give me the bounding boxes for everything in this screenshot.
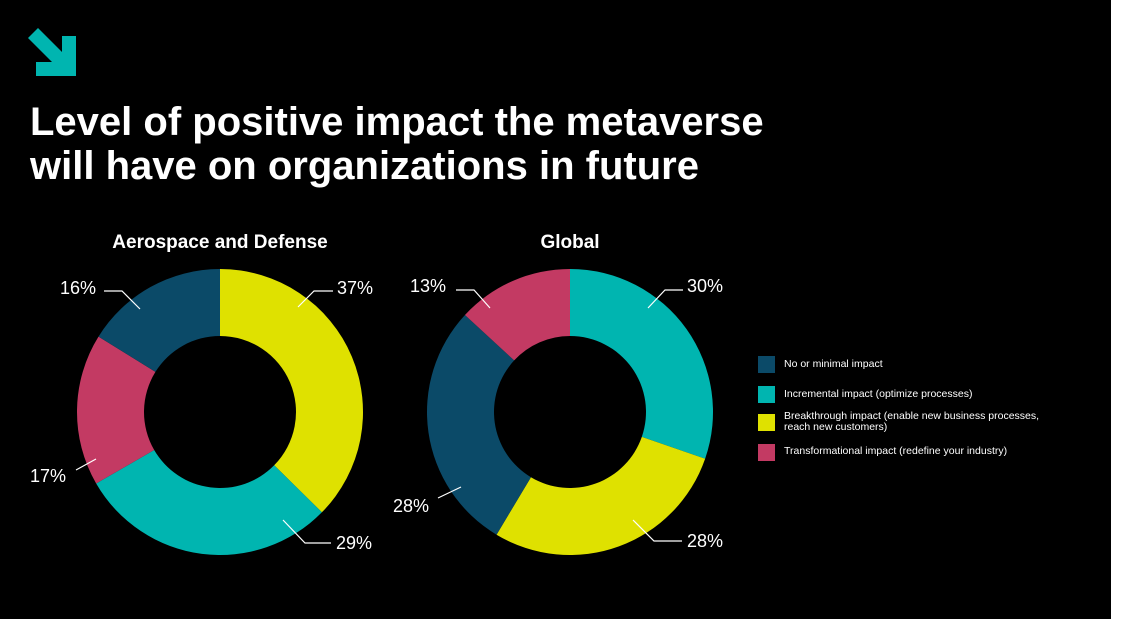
leader-line (632, 519, 682, 542)
legend-label-line: No or minimal impact (784, 358, 883, 370)
legend-label-line: Incremental impact (optimize processes) (784, 388, 973, 400)
legend-label-line: Breakthrough impact (enable new business… (784, 410, 1040, 422)
legend-label-no-minimal: No or minimal impact (784, 359, 1084, 370)
donut-slice (98, 269, 220, 372)
data-label: 28% (393, 496, 429, 516)
legend-label-breakthrough: Breakthrough impact (enable new business… (784, 411, 1084, 433)
leader-line (647, 289, 683, 309)
legend-swatch-breakthrough (758, 414, 775, 431)
legend-label-incremental: Incremental impact (optimize processes) (784, 389, 1084, 400)
legend-item-breakthrough: Breakthrough impact (enable new business… (758, 411, 1088, 442)
donut-slice (96, 450, 322, 555)
chart-title: Aerospace and Defense (112, 232, 327, 253)
leader-line (75, 458, 97, 471)
legend-label-line: reach new customers) (784, 421, 888, 433)
slide: Level of positive impact the metaverse w… (0, 0, 1111, 619)
legend-swatch-incremental (758, 386, 775, 403)
legend-swatch-transformational (758, 444, 775, 461)
donut-slice (496, 436, 706, 556)
leader-line (456, 289, 491, 309)
data-label: 16% (60, 278, 96, 298)
legend-item-incremental: Incremental impact (optimize processes) (758, 384, 1088, 414)
chart-title: Global (540, 232, 599, 253)
page-title: Level of positive impact the metaverse w… (30, 100, 930, 188)
leader-line (437, 486, 462, 499)
legend-label-line: Transformational impact (redefine your i… (784, 445, 1008, 457)
data-label: 30% (687, 276, 723, 296)
donut-slice (570, 269, 714, 459)
donut-charts: Aerospace and Defense 37% 29% 17% 16% Global 3… (30, 232, 723, 556)
title-line-1: Level of positive impact the metaverse (30, 100, 764, 144)
legend-item-no-minimal: No or minimal impact (758, 354, 1088, 384)
donut-slice (427, 314, 531, 535)
legend-item-transformational: Transformational impact (redefine your i… (758, 442, 1088, 472)
data-label: 29% (336, 533, 372, 553)
title-line-2: will have on organizations in future (30, 144, 699, 188)
arrow-down-right-icon (28, 28, 76, 76)
data-label: 37% (337, 278, 373, 298)
legend-swatch-no-minimal (758, 356, 775, 373)
data-label: 28% (687, 531, 723, 551)
data-label: 13% (410, 276, 446, 296)
legend-label-transformational: Transformational impact (redefine your i… (784, 446, 1084, 457)
donut-slice (464, 269, 570, 361)
donut-slice (220, 269, 363, 513)
leader-line (297, 290, 333, 308)
data-label: 17% (30, 466, 66, 486)
leader-line (282, 519, 331, 544)
leader-line (104, 290, 141, 310)
donut-slice (76, 336, 156, 484)
